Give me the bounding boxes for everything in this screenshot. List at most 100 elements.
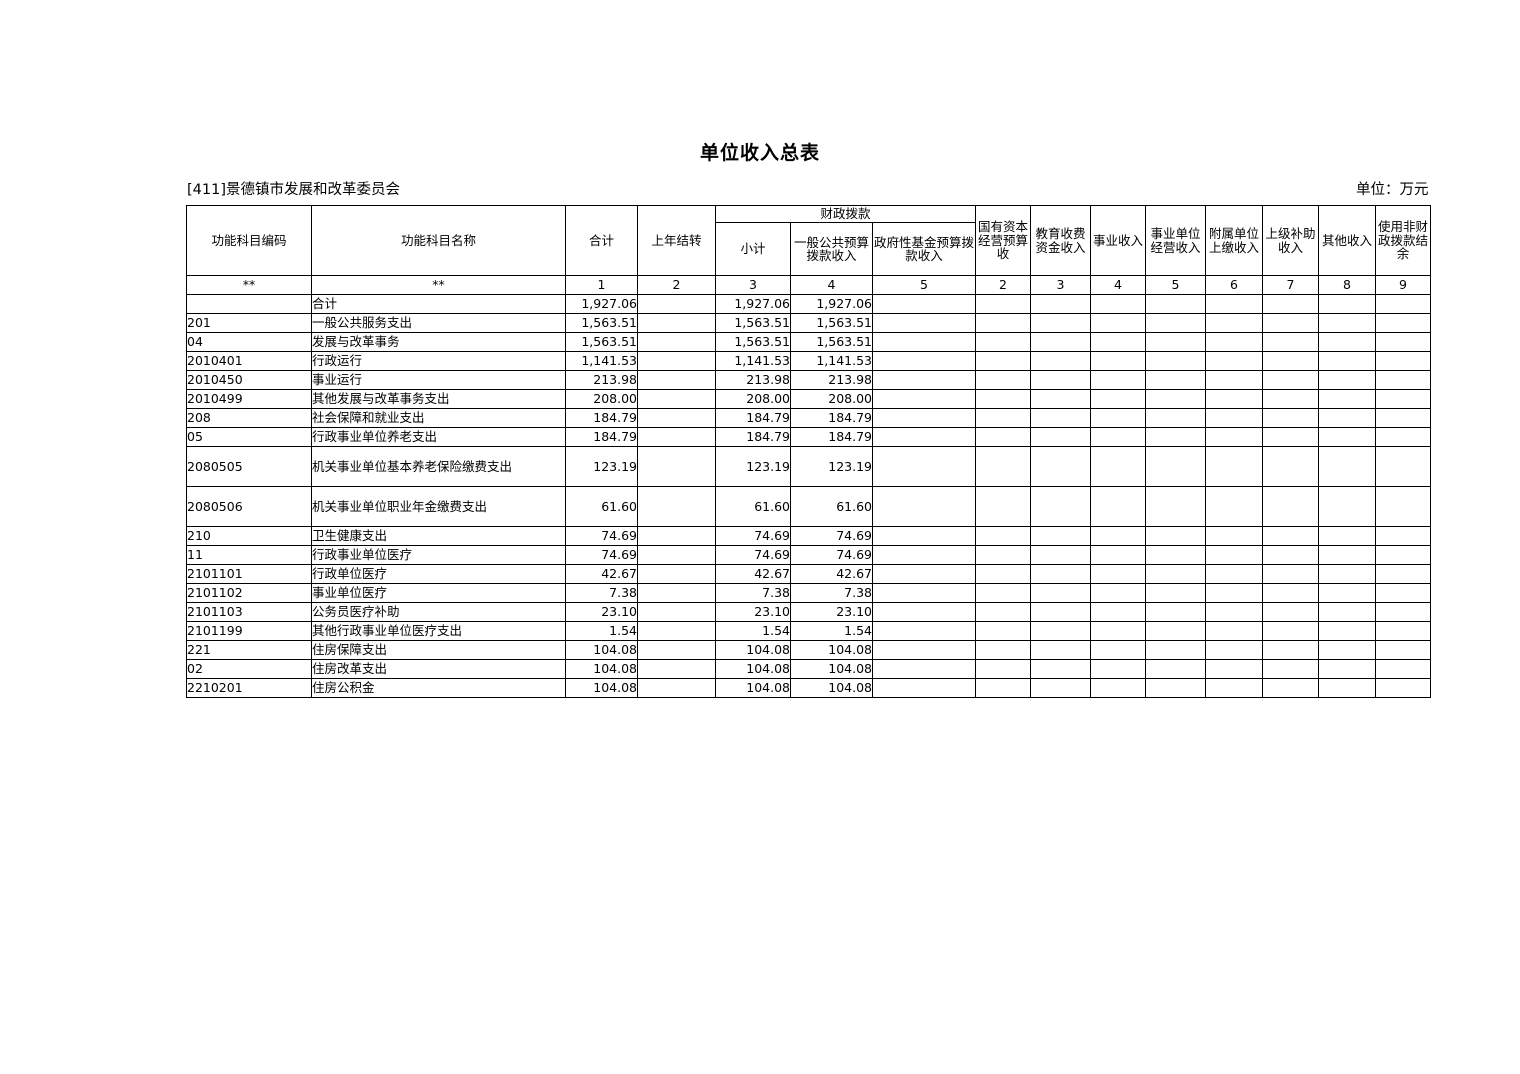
row-value-empty — [1030, 294, 1092, 314]
row-value: 74.69 — [790, 526, 873, 546]
row-value-empty — [1318, 678, 1377, 698]
table-row: 05 行政事业单位养老支出 184.79 184.79 184.79 — [186, 427, 1432, 447]
table-row: 2010499 其他发展与改革事务支出 208.00 208.00 208.00 — [186, 389, 1432, 409]
row-value-empty — [1090, 313, 1147, 333]
row-value-empty — [1090, 602, 1147, 622]
row-value: 1.54 — [790, 621, 873, 641]
row-name: 行政单位医疗 — [311, 564, 566, 584]
row-value-empty — [975, 621, 1032, 641]
row-value-empty — [1375, 313, 1432, 333]
row-value-empty — [1262, 678, 1320, 698]
header-state-capital: 国有资本经营预算收 — [975, 205, 1032, 276]
row-code: 210 — [186, 526, 312, 546]
header-general-budget: 一般公共预算拨款收入 — [790, 222, 873, 276]
row-name: 一般公共服务支出 — [311, 313, 566, 333]
table-row: 合计 1,927.06 1,927.06 1,927.06 — [186, 294, 1432, 314]
header-superior-subsidy: 上级补助收入 — [1262, 205, 1320, 276]
row-code: 2010499 — [186, 389, 312, 409]
row-value-empty — [637, 526, 716, 546]
column-number-cell-8: 3 — [1030, 275, 1092, 295]
row-value: 208.00 — [790, 389, 873, 409]
row-value-empty — [871, 564, 977, 584]
row-value-empty — [1262, 332, 1320, 352]
row-value-empty — [1375, 564, 1432, 584]
header-affiliated-paid: 附属单位上缴收入 — [1205, 205, 1264, 276]
row-value: 7.38 — [790, 583, 873, 603]
row-value: 74.69 — [565, 545, 638, 565]
row-value-empty — [637, 583, 716, 603]
row-value-empty — [1375, 351, 1432, 371]
row-value: 7.38 — [715, 583, 791, 603]
row-value-empty — [1030, 640, 1092, 660]
row-value-empty — [1375, 294, 1432, 314]
row-value-empty — [1375, 602, 1432, 622]
header-group-row: 功能科目编码 功能科目名称 合计 上年结转 财政拨款 国有资本经营预算收 教育收… — [186, 205, 1432, 276]
table-row: 2010401 行政运行 1,141.53 1,141.53 1,141.53 — [186, 351, 1432, 371]
row-value: 1,927.06 — [790, 294, 873, 314]
row-value-empty — [1375, 486, 1432, 527]
row-value-empty — [1318, 370, 1377, 390]
row-value: 123.19 — [715, 446, 791, 487]
row-value-empty — [871, 294, 977, 314]
row-name: 住房改革支出 — [311, 659, 566, 679]
header-education-fee: 教育收费资金收入 — [1030, 205, 1092, 276]
header-other-income: 其他收入 — [1318, 205, 1377, 276]
row-value-empty — [1030, 408, 1092, 428]
row-value: 1,563.51 — [790, 332, 873, 352]
row-value-empty — [1375, 583, 1432, 603]
row-value: 184.79 — [790, 427, 873, 447]
row-value-empty — [1145, 526, 1207, 546]
row-value: 184.79 — [715, 427, 791, 447]
row-value-empty — [1318, 408, 1377, 428]
row-value: 184.79 — [790, 408, 873, 428]
header-total: 合计 — [565, 205, 638, 276]
row-value-empty — [1030, 526, 1092, 546]
table-row: 2101103 公务员医疗补助 23.10 23.10 23.10 — [186, 602, 1432, 622]
row-value-empty — [1090, 408, 1147, 428]
row-value-empty — [1205, 583, 1264, 603]
row-value-empty — [1375, 526, 1432, 546]
row-value-empty — [1090, 640, 1147, 660]
table-head: 功能科目编码 功能科目名称 合计 上年结转 财政拨款 国有资本经营预算收 教育收… — [186, 205, 1432, 295]
row-value-empty — [1205, 564, 1264, 584]
row-value-empty — [1262, 427, 1320, 447]
row-value-empty — [1262, 583, 1320, 603]
header-name: 功能科目名称 — [311, 205, 566, 276]
row-value-empty — [1205, 313, 1264, 333]
row-value: 61.60 — [715, 486, 791, 527]
row-value: 61.60 — [790, 486, 873, 527]
row-value-empty — [1262, 621, 1320, 641]
row-value-empty — [1090, 659, 1147, 679]
row-value-empty — [637, 486, 716, 527]
row-value-empty — [1090, 332, 1147, 352]
column-number-cell-10: 5 — [1145, 275, 1207, 295]
row-name: 行政事业单位养老支出 — [311, 427, 566, 447]
row-value-empty — [1030, 389, 1092, 409]
row-value-empty — [975, 389, 1032, 409]
row-value-empty — [1205, 408, 1264, 428]
row-value: 184.79 — [715, 408, 791, 428]
row-value: 123.19 — [565, 446, 638, 487]
row-value-empty — [1262, 545, 1320, 565]
row-value-empty — [1318, 583, 1377, 603]
row-code: 221 — [186, 640, 312, 660]
row-value-empty — [1205, 427, 1264, 447]
row-value-empty — [1375, 446, 1432, 487]
row-value-empty — [1318, 389, 1377, 409]
row-code: 02 — [186, 659, 312, 679]
table-row: 04 发展与改革事务 1,563.51 1,563.51 1,563.51 — [186, 332, 1432, 352]
table-row: 2010450 事业运行 213.98 213.98 213.98 — [186, 370, 1432, 390]
row-value-empty — [1205, 545, 1264, 565]
row-value: 74.69 — [790, 545, 873, 565]
row-value: 74.69 — [715, 526, 791, 546]
row-value: 104.08 — [790, 659, 873, 679]
row-value: 1,927.06 — [565, 294, 638, 314]
row-value-empty — [1205, 486, 1264, 527]
row-value: 213.98 — [790, 370, 873, 390]
row-code: 05 — [186, 427, 312, 447]
table-row: 201 一般公共服务支出 1,563.51 1,563.51 1,563.51 — [186, 313, 1432, 333]
row-value: 23.10 — [715, 602, 791, 622]
row-code: 208 — [186, 408, 312, 428]
row-value-empty — [1375, 408, 1432, 428]
row-name: 事业运行 — [311, 370, 566, 390]
